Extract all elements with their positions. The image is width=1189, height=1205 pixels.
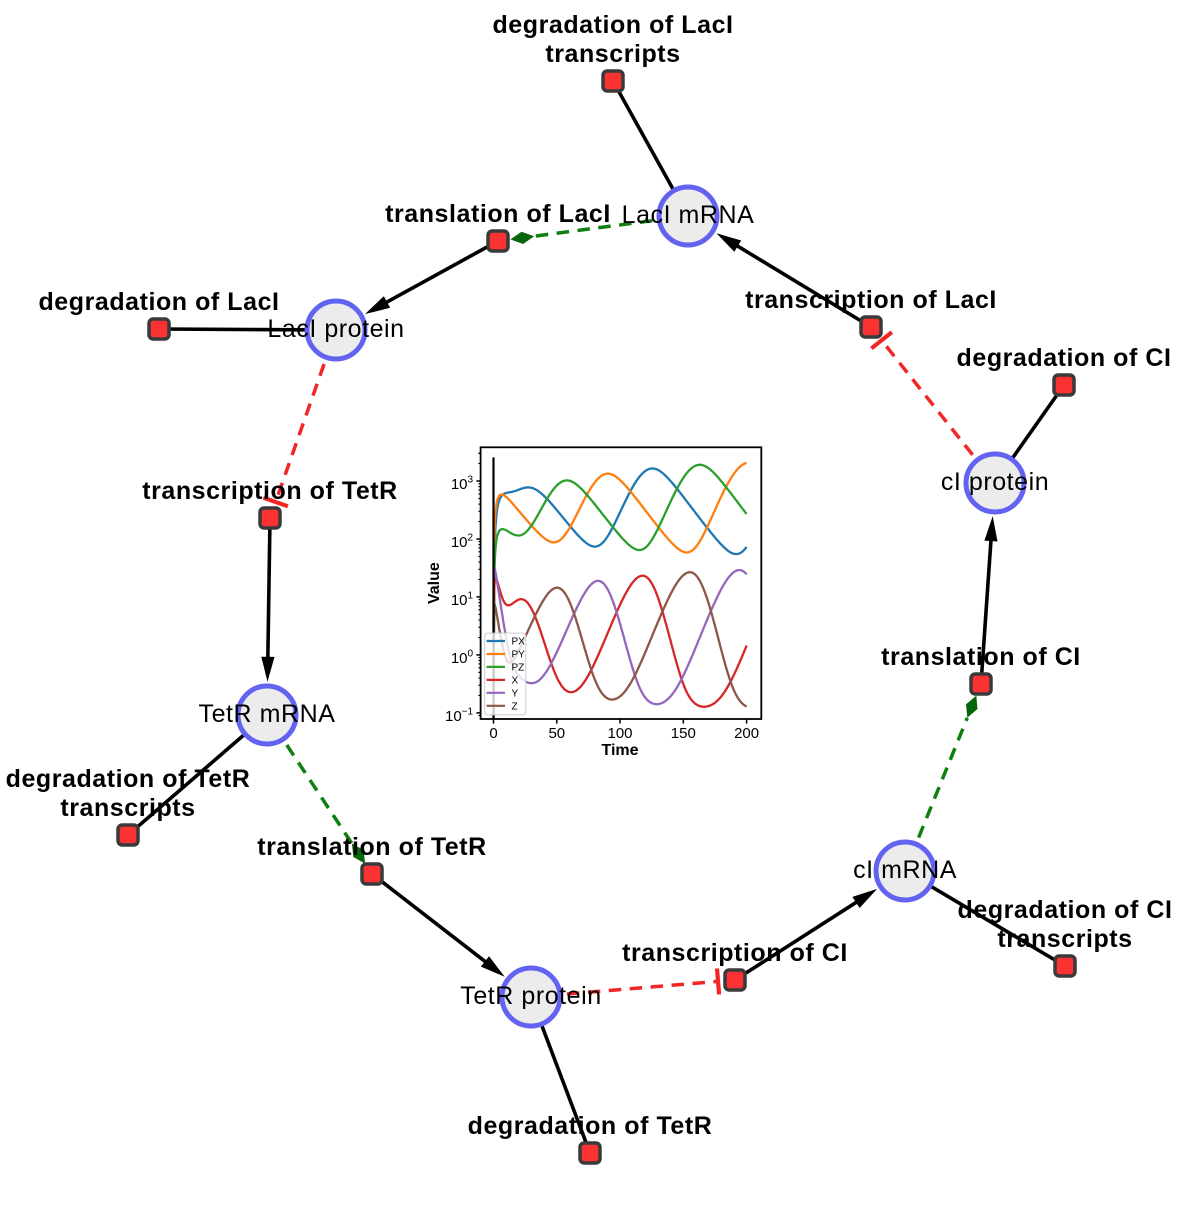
svg-text:200: 200: [734, 725, 759, 742]
svg-text:TetR mRNA: TetR mRNA: [199, 700, 336, 728]
svg-text:translation of LacI: translation of LacI: [385, 200, 611, 228]
svg-text:translation of CI: translation of CI: [881, 643, 1081, 671]
svg-text:transcription of CI: transcription of CI: [622, 939, 848, 967]
svg-text:PZ: PZ: [512, 663, 525, 674]
svg-text:100: 100: [607, 725, 632, 742]
svg-text:transcripts: transcripts: [545, 40, 680, 68]
svg-text:cI protein: cI protein: [941, 468, 1049, 496]
svg-text:transcription of LacI: transcription of LacI: [745, 286, 997, 314]
svg-text:degradation of TetR: degradation of TetR: [468, 1112, 713, 1140]
svg-text:Y: Y: [512, 688, 519, 699]
svg-text:PX: PX: [512, 637, 526, 648]
svg-text:150: 150: [671, 725, 696, 742]
svg-text:TetR protein: TetR protein: [460, 982, 601, 1010]
svg-text:PY: PY: [512, 650, 526, 661]
svg-text:cI mRNA: cI mRNA: [853, 856, 957, 884]
svg-text:translation of TetR: translation of TetR: [257, 833, 486, 861]
svg-text:X: X: [512, 676, 519, 687]
svg-text:LacI mRNA: LacI mRNA: [622, 201, 755, 229]
svg-text:degradation of CI: degradation of CI: [957, 344, 1172, 372]
svg-text:transcripts: transcripts: [997, 925, 1132, 953]
svg-text:Z: Z: [512, 701, 518, 712]
svg-text:LacI protein: LacI protein: [267, 315, 404, 343]
svg-text:Time: Time: [601, 742, 638, 759]
svg-text:degradation of TetR: degradation of TetR: [6, 765, 251, 793]
svg-text:degradation of LacI: degradation of LacI: [492, 11, 733, 39]
svg-text:Value: Value: [426, 562, 443, 604]
svg-text:transcription of TetR: transcription of TetR: [142, 477, 398, 505]
svg-text:50: 50: [548, 725, 565, 742]
svg-text:transcripts: transcripts: [60, 794, 195, 822]
svg-text:0: 0: [489, 725, 497, 742]
svg-text:degradation of LacI: degradation of LacI: [38, 288, 279, 316]
svg-text:degradation of CI: degradation of CI: [958, 896, 1173, 924]
